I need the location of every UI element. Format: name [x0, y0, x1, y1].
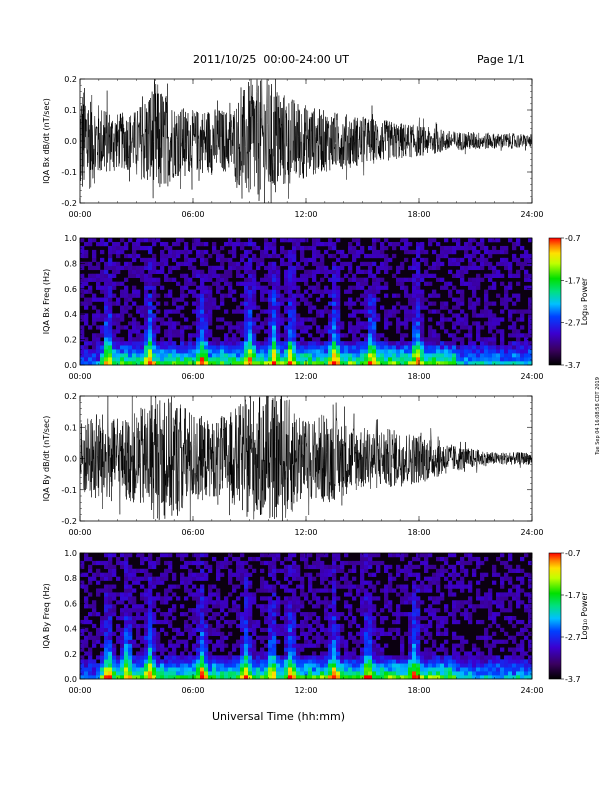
y-tick-label: 1.0 [64, 234, 77, 243]
y-axis-label: IQA Bx dB/dt (nT/sec) [42, 98, 51, 184]
colorbar-tick-label: -0.7 [565, 549, 581, 558]
y-tick-label: 0.2 [64, 392, 77, 401]
y-tick-label: 1.0 [64, 549, 77, 558]
colorbar-tick-label: -1.7 [565, 276, 581, 285]
colorbar-tick-label: -0.7 [565, 234, 581, 243]
x-tick-label: 12:00 [294, 210, 317, 219]
x-tick-label: 18:00 [407, 528, 430, 537]
colorbar: -0.7 -1.7 -2.7 -3.7 Log₁₀ Power [548, 234, 589, 370]
y-tick-label: 0.8 [64, 574, 77, 583]
y-tick-label: -0.1 [61, 486, 77, 495]
generation-timestamp: Tue Sep 04 16:08:58 CDT 2019 [595, 377, 601, 455]
x-tick-label: 06:00 [181, 372, 204, 381]
x-tick-label: 18:00 [407, 686, 430, 695]
y-tick-label: 0.8 [64, 259, 77, 268]
y-tick-label: 0.2 [64, 75, 77, 84]
colorbar-scale [548, 237, 562, 366]
x-tick-label: 24:00 [520, 528, 543, 537]
colorbar: -0.7 -1.7 -2.7 -3.7 Log₁₀ Power [548, 549, 589, 684]
colorbar-tick-label: -2.7 [565, 319, 581, 328]
chart-panel-4: -0.7 -1.7 -2.7 -3.7 Log₁₀ Power 0.0 0.2 0.4 0.6 0… [42, 549, 589, 695]
y-tick-label: 0.0 [64, 361, 77, 370]
colorbar-label: Log₁₀ Power [580, 592, 589, 640]
x-tick-label: 06:00 [181, 686, 204, 695]
y-tick-label: 0.2 [64, 650, 77, 659]
y-tick-label: 0.0 [64, 137, 77, 146]
y-tick-label: 0.0 [64, 675, 77, 684]
y-tick-label: 0.6 [64, 599, 77, 608]
spectrogram-cells [80, 553, 533, 680]
colorbar-label: Log₁₀ Power [580, 277, 589, 325]
x-axis-title: Universal Time (hh:mm) [212, 710, 345, 723]
chart-panel-1: -0.2 -0.1 0.0 0.1 0.2 00:00 06:00 12:00 18:00 24:… [42, 75, 544, 219]
y-tick-label: 0.6 [64, 285, 77, 294]
y-axis-label: IQA Bx Freq (Hz) [42, 269, 51, 335]
x-tick-label: 06:00 [181, 210, 204, 219]
waveform-line [80, 396, 532, 521]
x-tick-label: 12:00 [294, 372, 317, 381]
x-tick-label: 00:00 [68, 372, 91, 381]
chart-panel-2: -0.7 -1.7 -2.7 -3.7 Log₁₀ Power 0.0 0.2 0.4 0.6 0… [42, 234, 589, 381]
x-tick-label: 00:00 [68, 686, 91, 695]
colorbar-tick-label: -3.7 [565, 361, 581, 370]
y-tick-label: 0.4 [64, 625, 77, 634]
y-tick-label: 0.1 [64, 423, 77, 432]
x-tick-label: 12:00 [294, 686, 317, 695]
x-tick-label: 18:00 [407, 210, 430, 219]
x-tick-label: 24:00 [520, 686, 543, 695]
colorbar-tick-label: -1.7 [565, 591, 581, 600]
spectrogram-cells [80, 238, 533, 366]
y-axis-label: IQA By dB/dt (nT/sec) [42, 416, 51, 502]
y-tick-label: -0.2 [61, 199, 77, 208]
page-number: Page 1/1 [477, 53, 525, 66]
y-tick-label: 0.1 [64, 106, 77, 115]
chart-panel-3: -0.2 -0.1 0.0 0.1 0.2 00:00 06:00 12:00 18:00 24:… [42, 392, 544, 537]
colorbar-tick-label: -2.7 [565, 633, 581, 642]
y-tick-label: 0.4 [64, 310, 77, 319]
x-tick-label: 12:00 [294, 528, 317, 537]
x-tick-label: 24:00 [520, 372, 543, 381]
colorbar-scale [548, 552, 562, 680]
y-axis-label: IQA By Freq (Hz) [42, 583, 51, 649]
waveform-line [80, 79, 532, 203]
x-tick-label: 06:00 [181, 528, 204, 537]
y-tick-label: 0.0 [64, 455, 77, 464]
x-tick-label: 00:00 [68, 528, 91, 537]
x-tick-label: 18:00 [407, 372, 430, 381]
colorbar-tick-label: -3.7 [565, 675, 581, 684]
x-tick-label: 24:00 [520, 210, 543, 219]
y-tick-label: -0.1 [61, 168, 77, 177]
plot-date-range: 2011/10/25 00:00-24:00 UT [193, 53, 350, 66]
y-tick-label: 0.2 [64, 336, 77, 345]
y-tick-label: -0.2 [61, 517, 77, 526]
x-tick-label: 00:00 [68, 210, 91, 219]
